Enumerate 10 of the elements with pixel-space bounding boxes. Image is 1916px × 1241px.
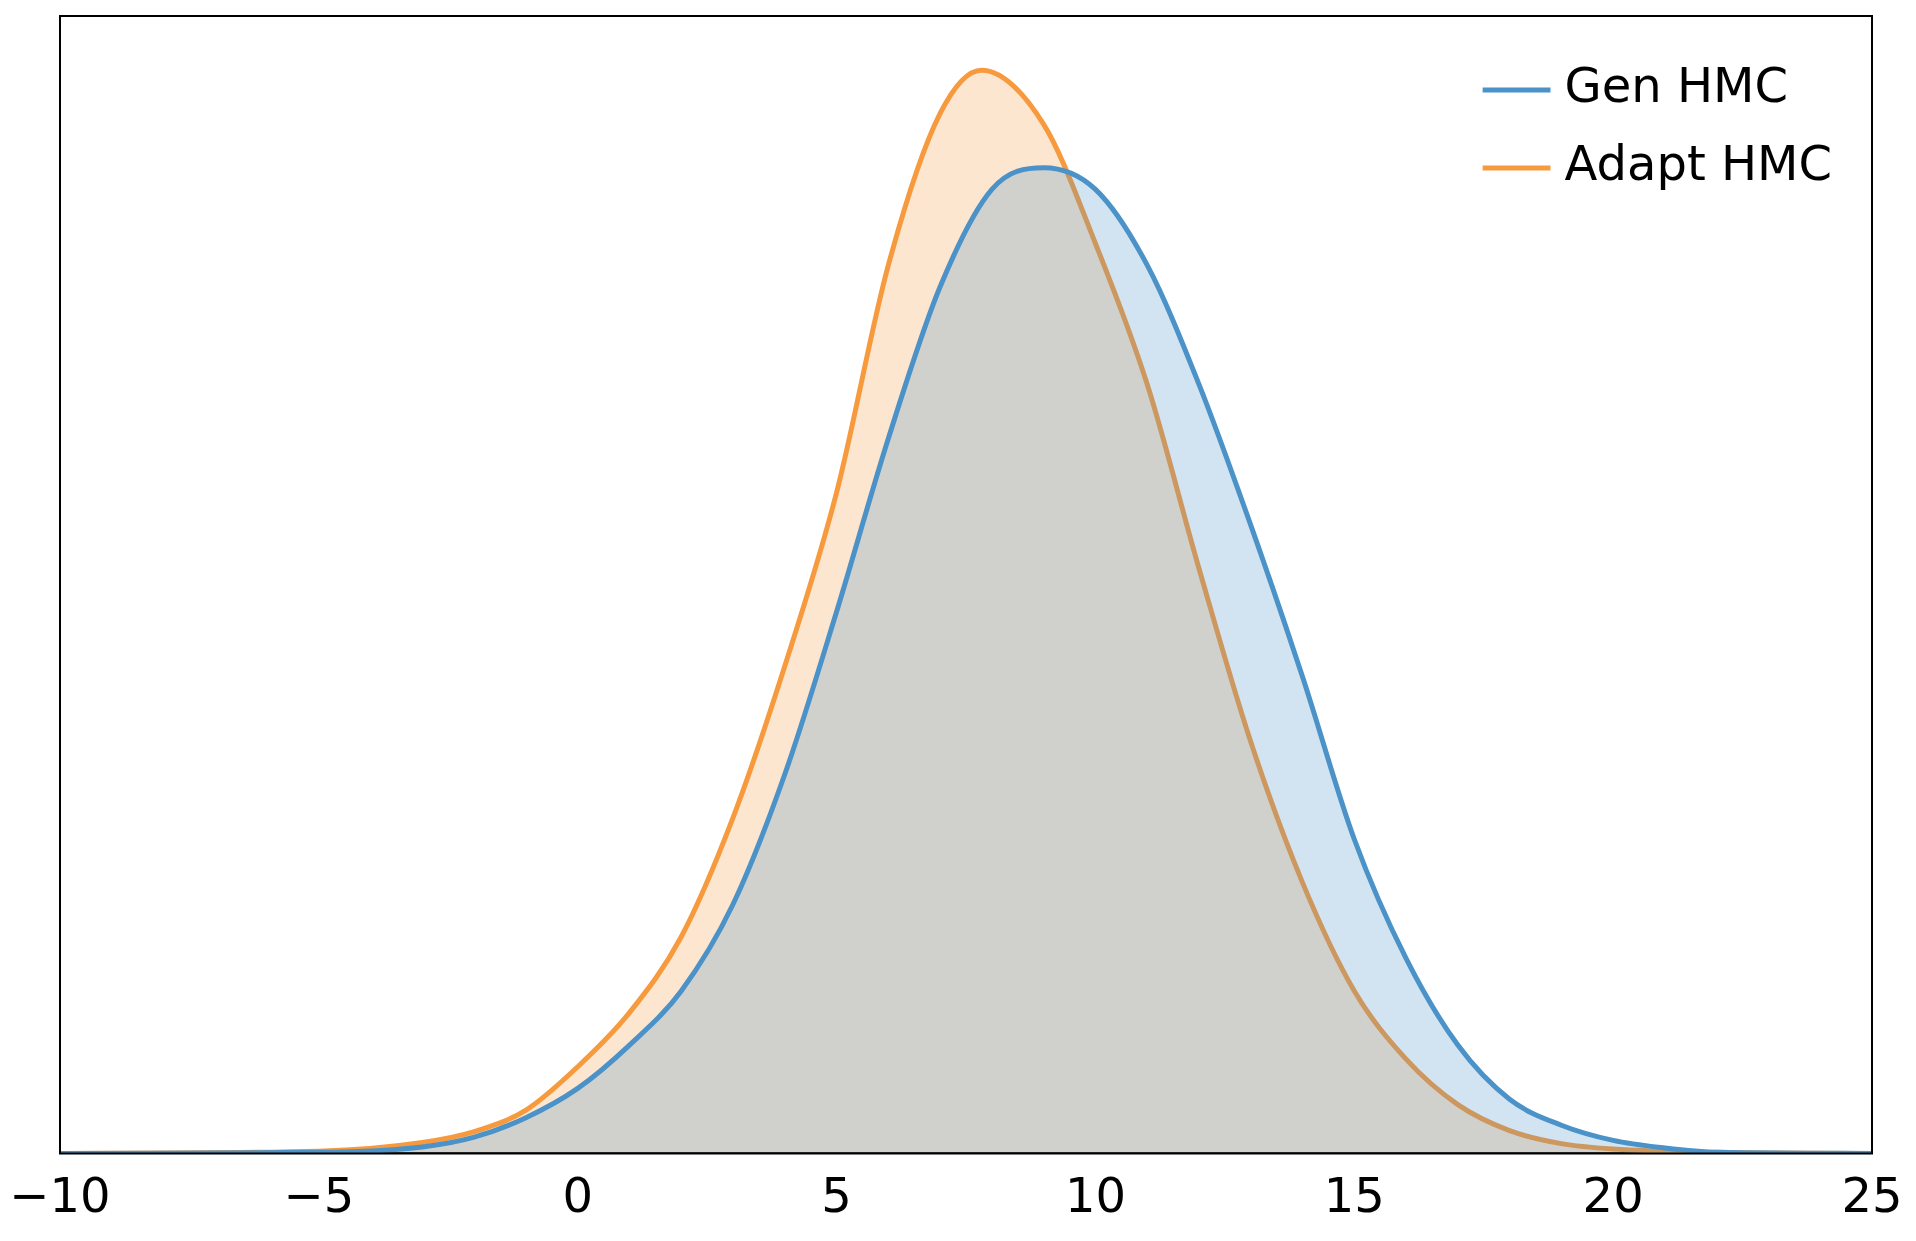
x-tick-label: −5 xyxy=(283,1166,355,1223)
x-tick-label: −10 xyxy=(9,1166,111,1223)
x-tick-label: 5 xyxy=(821,1166,852,1223)
x-tick-label: 15 xyxy=(1323,1166,1385,1223)
legend-label: Adapt HMC xyxy=(1564,135,1833,192)
x-tick-label: 0 xyxy=(562,1166,593,1223)
legend-label: Gen HMC xyxy=(1564,57,1788,114)
x-tick-label: 10 xyxy=(1064,1166,1126,1223)
x-tick-label: 20 xyxy=(1582,1166,1644,1223)
x-tick-label: 25 xyxy=(1841,1166,1903,1223)
